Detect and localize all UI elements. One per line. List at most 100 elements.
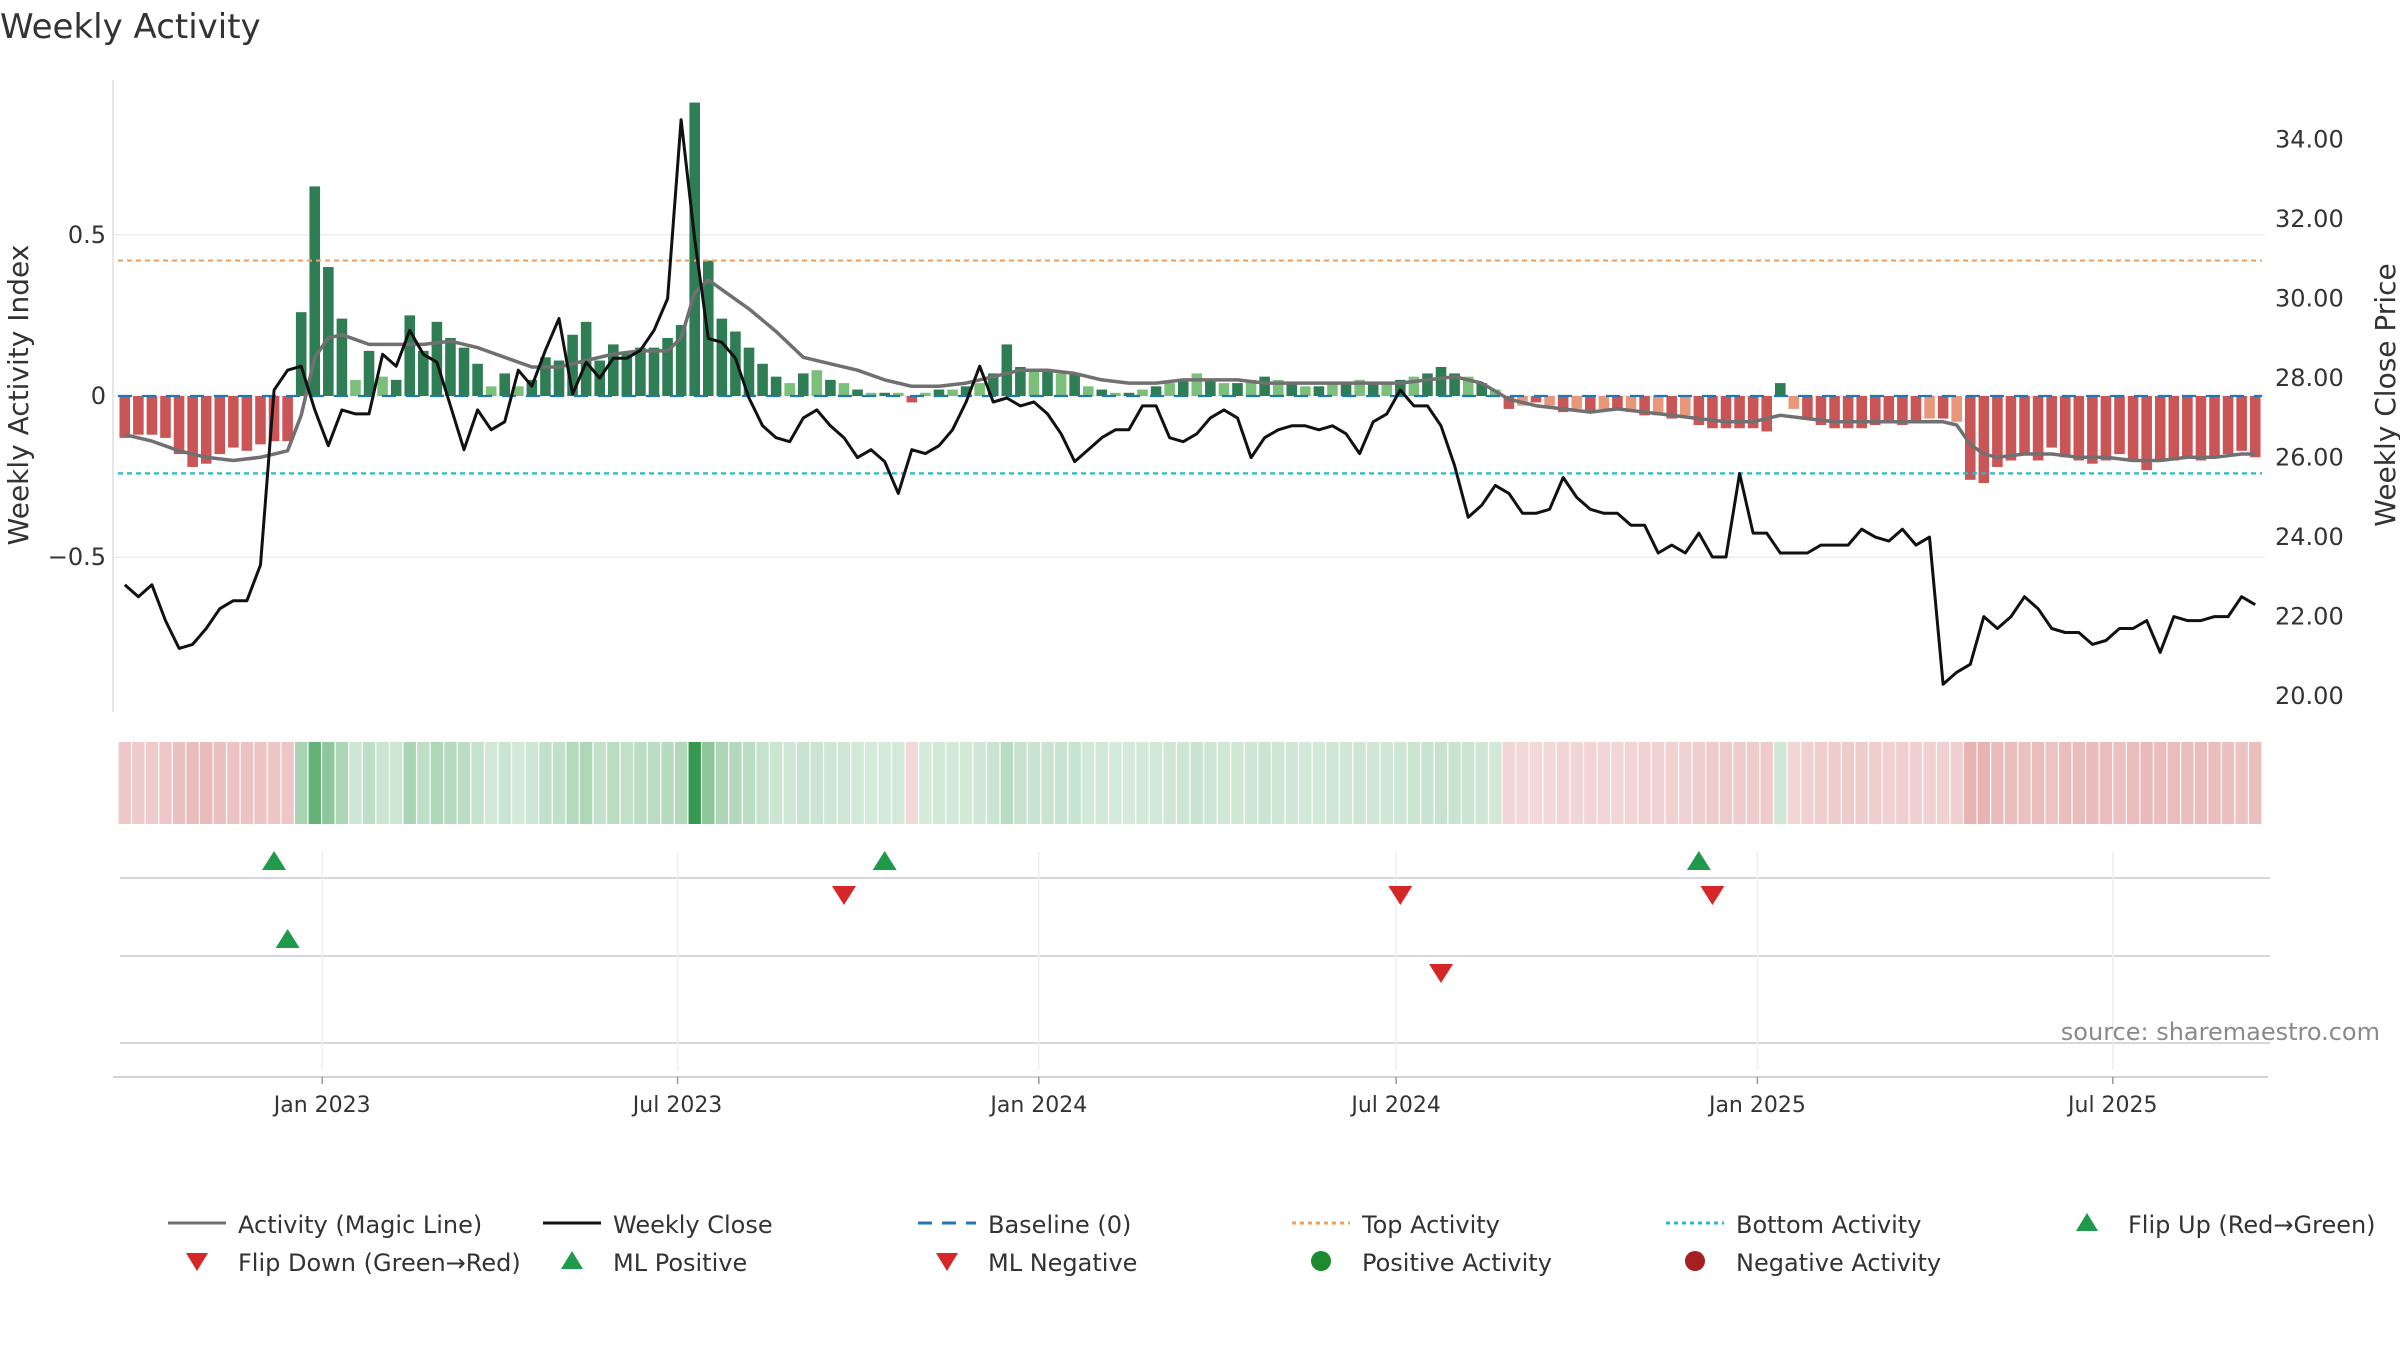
legend-label: Weekly Close	[613, 1211, 773, 1239]
activity-bar	[825, 379, 836, 396]
activity-bar	[2141, 396, 2152, 471]
activity-bar	[987, 373, 999, 396]
activity-bar	[187, 396, 198, 467]
activity-bar	[607, 344, 619, 396]
activity-bar	[1652, 396, 1664, 416]
heat-strip-cell	[322, 742, 335, 824]
heat-strip-cell	[2004, 742, 2018, 824]
y-axis-label-left: Weekly Activity Index	[2, 245, 35, 546]
activity-bar	[1869, 396, 1881, 426]
activity-bar	[255, 396, 266, 445]
heat-strip-cell	[1353, 742, 1366, 824]
heat-strip-cell	[1217, 742, 1231, 824]
heat-strip-cell	[1136, 742, 1149, 824]
legend-entry: Baseline (0)	[918, 1211, 1131, 1239]
heat-strip-cell	[892, 742, 905, 824]
activity-bar	[2236, 396, 2247, 451]
activity-bar	[1259, 376, 1270, 396]
activity-bar	[1462, 376, 1474, 396]
activity-bar	[458, 347, 470, 396]
activity-bar	[1205, 379, 1216, 396]
activity-bar	[1476, 383, 1488, 396]
activity-bar	[974, 383, 985, 396]
activity-bar	[920, 392, 931, 396]
heat-strip-cell	[1896, 742, 1909, 824]
legend-swatch	[561, 1251, 583, 1269]
activity-bar	[282, 396, 293, 442]
heat-strip-cell	[919, 742, 932, 824]
heat-strip-cell	[2235, 742, 2248, 824]
activity-bar	[879, 392, 890, 396]
y-right-tick-label: 24.00	[2275, 523, 2344, 551]
chart-title: Weekly Activity	[0, 7, 261, 47]
x-tick-label: Jan 2024	[988, 1093, 1087, 1118]
axes: 0.5 0 −0.5 20.00 22.00 24.00 26.00 28.00 30.00 32…	[48, 80, 2344, 712]
heat-strip-cell	[457, 742, 471, 824]
activity-bar	[1123, 392, 1135, 396]
heat-strip-cell	[715, 742, 729, 824]
heat-strip-cell	[512, 742, 525, 824]
heat-strip-cell	[837, 742, 851, 824]
activity-bar	[1883, 396, 1895, 422]
heat-strip-cell	[484, 742, 498, 824]
activity-bar	[160, 396, 171, 438]
legend-swatch	[1685, 1251, 1705, 1271]
heat-strip-cell	[810, 742, 824, 824]
activity-bar	[1734, 396, 1745, 429]
heat-strip-cell	[1163, 742, 1176, 824]
activity-bar	[1164, 383, 1175, 396]
activity-bar	[540, 357, 551, 396]
y-right-tick-label: 22.00	[2275, 603, 2344, 631]
heat-strip-cell	[227, 742, 240, 824]
heat-strip-cell	[1027, 742, 1041, 824]
heat-strip-cell	[851, 742, 864, 824]
flip-up-marker	[262, 851, 287, 870]
heat-strip-cell	[1923, 742, 1936, 824]
heat-strip-cell	[1529, 742, 1543, 824]
legend-label: Flip Down (Green→Red)	[238, 1249, 521, 1277]
legend-label: Top Activity	[1361, 1211, 1500, 1239]
legend-label: Negative Activity	[1736, 1249, 1941, 1277]
heat-strip-cell	[1434, 742, 1448, 824]
heat-strip-cell	[295, 742, 308, 824]
heat-strip-cell	[1651, 742, 1665, 824]
activity-bar	[363, 350, 375, 396]
heat-strip-cell	[2045, 742, 2058, 824]
activity-bar	[499, 373, 511, 396]
activity-bar	[119, 396, 131, 438]
activity-bar	[200, 396, 212, 464]
legend-swatch	[1311, 1251, 1331, 1271]
activity-bar	[1625, 396, 1637, 413]
activity-bar	[146, 396, 158, 435]
heat-strip-cell	[1339, 742, 1353, 824]
heat-strip-cell	[389, 742, 403, 824]
heat-strip-cell	[729, 742, 742, 824]
activity-bar	[1707, 396, 1718, 429]
heat-strip-cell	[335, 742, 349, 824]
activity-bar	[947, 389, 958, 396]
activity-bar	[648, 347, 660, 396]
heat-strip-cell	[213, 742, 226, 824]
legend-label: Bottom Activity	[1736, 1211, 1921, 1239]
heat-strip-cell	[742, 742, 756, 824]
heat-strip-cell	[864, 742, 878, 824]
activity-bar	[1978, 396, 1990, 484]
activity-bar	[1842, 396, 1854, 429]
activity-bar	[675, 325, 687, 396]
activity-bar	[852, 389, 863, 396]
activity-bar	[1449, 373, 1460, 396]
heat-strip-cell	[634, 742, 647, 824]
y-right-tick-label: 34.00	[2275, 126, 2344, 154]
heat-strip-cell	[2031, 742, 2045, 824]
signal-markers	[120, 851, 2270, 1070]
heat-strip-cell	[1299, 742, 1312, 824]
activity-bar	[1082, 386, 1094, 396]
activity-bar	[1585, 396, 1596, 413]
activity-bar	[1395, 379, 1406, 396]
y-axis-label-right: Weekly Close Price	[2369, 263, 2400, 526]
legend-entry: ML Positive	[561, 1249, 747, 1277]
heat-strip-cell	[1502, 742, 1516, 824]
activity-bar	[892, 392, 904, 396]
heat-strip-cell	[661, 742, 674, 824]
heat-strip-cell	[1082, 742, 1095, 824]
